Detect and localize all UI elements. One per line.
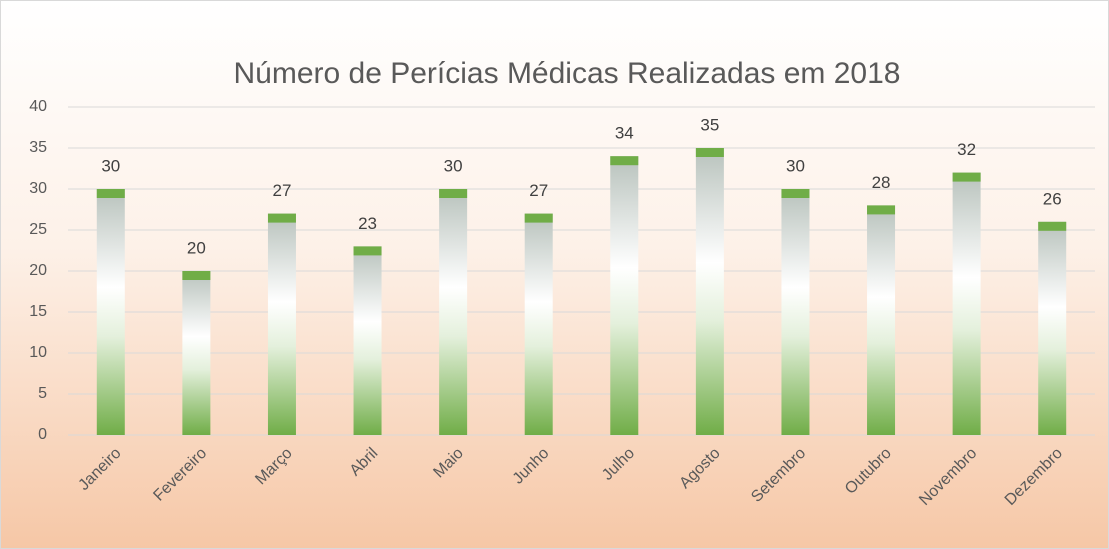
y-tick-label: 15 [29,303,47,320]
bar-cap [267,213,296,223]
bar [867,205,896,435]
bar [524,213,553,435]
bar-cap [695,148,724,157]
data-label: 30 [444,156,463,175]
data-label: 27 [529,181,548,200]
data-label: 34 [615,124,634,143]
bar [695,148,724,435]
bar [96,189,125,435]
bar [781,189,810,435]
bar [182,271,211,435]
data-label: 30 [786,156,805,175]
bar [439,189,468,435]
y-tick-label: 20 [29,262,47,279]
y-tick-label: 30 [29,180,47,197]
bar-cap [952,172,981,182]
y-tick-label: 10 [29,344,47,361]
data-label: 20 [187,238,206,257]
bar [353,246,382,435]
bar-cap [182,271,211,280]
bar-cap [1038,221,1067,231]
y-tick-label: 5 [38,385,47,402]
bar [610,156,639,435]
bar-cap [353,246,382,256]
chart-title: Número de Perícias Médicas Realizadas em… [234,57,901,90]
y-tick-label: 0 [38,426,47,443]
bar-cap [439,189,468,198]
y-tick-label: 40 [29,98,47,115]
bar-cap [781,189,810,198]
data-label: 27 [272,181,291,200]
data-label: 35 [700,115,719,134]
bar [952,172,981,435]
data-label: 23 [358,214,377,233]
bar-cap [96,189,125,198]
data-label: 32 [957,140,976,159]
bar-cap [867,205,896,215]
data-label: 26 [1043,189,1062,208]
data-label: 30 [101,156,120,175]
y-tick-label: 25 [29,221,47,238]
y-tick-label: 35 [29,139,47,156]
data-label: 28 [872,173,891,192]
bar [267,213,296,435]
bar-cap [610,156,639,166]
bar-cap [524,213,553,223]
bar [1038,221,1067,435]
